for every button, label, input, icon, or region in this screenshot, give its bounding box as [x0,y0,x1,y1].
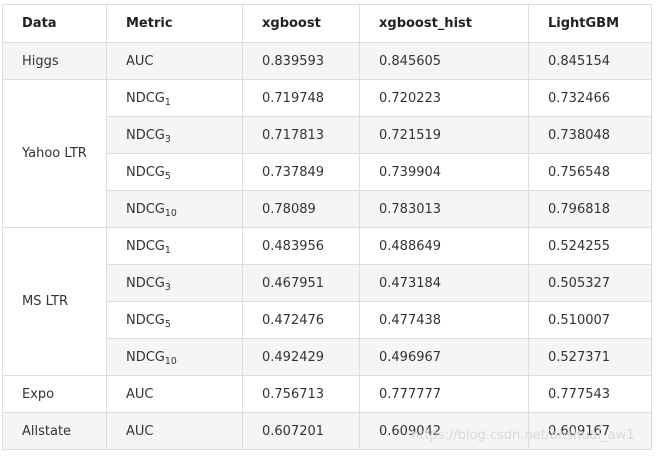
lightgbm-value: 0.738048 [528,116,652,154]
table-row: NDCG10 0.78089 0.783013 0.796818 [3,190,652,228]
metric-cell: NDCG5 [106,301,243,339]
metric-subscript: 10 [164,207,177,219]
metric-subscript: 3 [164,281,171,293]
lightgbm-value: 0.524255 [528,227,652,265]
xgboost-value: 0.737849 [242,153,360,191]
metric-cell: NDCG10 [106,190,243,228]
xgboost-hist-value: 0.488649 [359,227,529,265]
xgboost-value: 0.719748 [242,79,360,117]
lightgbm-value: 0.756548 [528,153,652,191]
metric-label: NDCG [126,312,165,328]
metric-subscript: 5 [164,318,171,330]
metric-cell: NDCG1 [106,79,243,117]
lightgbm-value: 0.777543 [528,375,652,413]
metric-cell: NDCG3 [106,264,243,302]
lightgbm-value: 0.609167 [528,412,652,450]
lightgbm-value: 0.796818 [528,190,652,228]
dataset-cell: Allstate [2,412,107,450]
metric-cell: AUC [106,412,243,450]
xgboost-hist-value: 0.739904 [359,153,529,191]
table-row: Higgs AUC 0.839593 0.845605 0.845154 [2,42,652,80]
xgboost-hist-value: 0.783013 [359,190,529,228]
metric-label: NDCG [126,275,165,291]
xgboost-hist-value: 0.720223 [359,79,529,117]
xgboost-value: 0.483956 [242,227,360,265]
metric-label: NDCG [126,127,165,143]
metric-cell: NDCG3 [106,116,243,154]
metric-cell: NDCG1 [106,227,243,265]
metric-label: NDCG [126,238,165,254]
xgboost-hist-value: 0.477438 [359,301,529,339]
metric-subscript: 1 [164,96,171,108]
lightgbm-value: 0.527371 [528,338,652,376]
xgboost-value: 0.756713 [242,375,360,413]
xgboost-value: 0.472476 [242,301,360,339]
metric-subscript: 5 [164,170,171,182]
metric-label: AUC [126,423,154,439]
header-xgboost-hist: xgboost_hist [359,4,529,43]
metric-label: AUC [126,53,154,69]
table-row: Expo AUC 0.756713 0.777777 0.777543 [2,375,652,413]
header-xgboost: xgboost [242,4,360,43]
lightgbm-value: 0.505327 [528,264,652,302]
table-row: NDCG5 0.737849 0.739904 0.756548 [3,153,652,191]
metric-cell: AUC [106,375,243,413]
metric-label: NDCG [126,164,165,180]
metric-cell: NDCG10 [106,338,243,376]
xgboost-value: 0.839593 [242,42,360,80]
metric-subscript: 10 [164,355,177,367]
xgboost-value: 0.607201 [242,412,360,450]
xgboost-hist-value: 0.721519 [359,116,529,154]
metric-label: NDCG [126,349,165,365]
header-metric: Metric [106,4,243,43]
metric-cell: NDCG5 [106,153,243,191]
xgboost-hist-value: 0.496967 [359,338,529,376]
xgboost-value: 0.467951 [242,264,360,302]
metric-label: NDCG [126,90,165,106]
xgboost-hist-value: 0.777777 [359,375,529,413]
xgboost-hist-value: 0.473184 [359,264,529,302]
metric-subscript: 1 [164,244,171,256]
metric-cell: AUC [106,42,243,80]
lightgbm-value: 0.732466 [528,79,652,117]
table-row: Allstate AUC 0.607201 0.609042 0.609167 [2,412,652,450]
table-row: MS LTR NDCG1 0.483956 0.488649 0.524255 [2,227,652,376]
results-table: Data Metric xgboost xgboost_hist LightGB… [2,4,652,450]
xgboost-hist-value: 0.609042 [359,412,529,450]
xgboost-value: 0.78089 [242,190,360,228]
dataset-cell: MS LTR [2,227,107,376]
xgboost-hist-value: 0.845605 [359,42,529,80]
table-row: Yahoo LTR NDCG1 0.719748 0.720223 0.7324… [2,79,652,228]
lightgbm-value: 0.510007 [528,301,652,339]
metric-subscript: 3 [164,133,171,145]
dataset-cell: Higgs [2,42,107,80]
metric-label: NDCG [126,201,165,217]
metric-label: AUC [126,386,154,402]
dataset-cell: Yahoo LTR [2,79,107,228]
table-row: NDCG3 0.717813 0.721519 0.738048 [3,116,652,154]
table-row: NDCG5 0.472476 0.477438 0.510007 [3,301,652,339]
header-data: Data [2,4,107,43]
header-lightgbm: LightGBM [528,4,652,43]
header-row: Data Metric xgboost xgboost_hist LightGB… [2,4,652,43]
lightgbm-value: 0.845154 [528,42,652,80]
xgboost-value: 0.717813 [242,116,360,154]
xgboost-value: 0.492429 [242,338,360,376]
dataset-cell: Expo [2,375,107,413]
